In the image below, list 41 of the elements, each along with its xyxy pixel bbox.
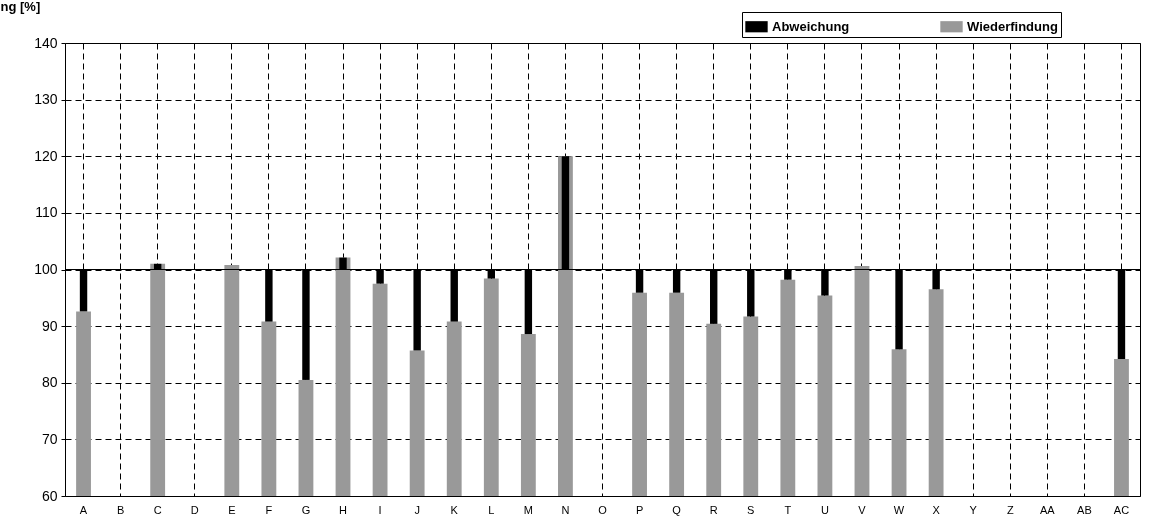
x-tick-label: D — [190, 503, 199, 516]
x-tick-label: G — [301, 503, 311, 516]
x-tick-label: Y — [969, 503, 978, 516]
x-tick-label: AB — [1077, 503, 1092, 516]
x-tick-label: E — [228, 503, 236, 516]
x-tick-label: Q — [672, 503, 682, 516]
x-tick-label: T — [784, 503, 792, 516]
y-tick-label: 140 — [34, 34, 58, 51]
x-tick-label: F — [265, 503, 273, 516]
x-tick-label: K — [450, 503, 459, 516]
x-tick-label: H — [339, 503, 348, 516]
y-tick-label: 80 — [41, 374, 58, 391]
legend-label: Abweichung — [772, 18, 850, 34]
x-tick-label: U — [820, 503, 829, 516]
y-tick-label: 90 — [41, 317, 58, 334]
x-tick-label: B — [116, 503, 125, 516]
x-tick-label: C — [153, 503, 162, 516]
y-tick-label: 100 — [34, 261, 58, 277]
y-tick-label: 110 — [35, 204, 58, 221]
x-tick-label: A — [79, 503, 88, 516]
x-tick-label: AC — [1113, 503, 1130, 516]
x-tick-label: J — [414, 503, 420, 516]
x-tick-label: I — [378, 503, 382, 516]
x-tick-label: W — [893, 503, 905, 516]
x-tick-label: P — [635, 503, 644, 516]
x-tick-label: V — [858, 503, 867, 516]
y-tick-label: 130 — [34, 91, 58, 108]
x-tick-label: L — [488, 503, 495, 516]
x-tick-label: O — [598, 503, 608, 516]
y-axis-title: ng [%] — [0, 0, 41, 14]
x-tick-label: N — [561, 503, 570, 516]
legend-label: Wiederfindung — [967, 18, 1058, 34]
x-tick-label: Z — [1006, 503, 1014, 516]
x-tick-label: S — [747, 503, 755, 516]
x-tick-label: AA — [1039, 503, 1056, 516]
x-tick-label: R — [709, 503, 718, 516]
y-tick-label: 60 — [41, 487, 58, 504]
y-tick-label: 120 — [34, 147, 58, 164]
x-tick-label: M — [523, 503, 533, 516]
y-tick-label: 70 — [41, 430, 58, 447]
x-tick-label: X — [932, 503, 941, 516]
